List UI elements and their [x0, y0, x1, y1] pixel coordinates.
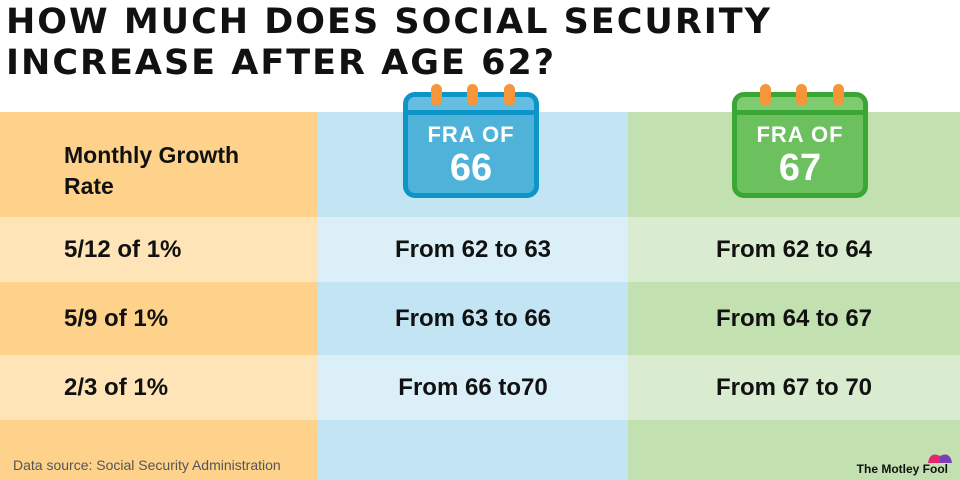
jester-hat-icon [928, 454, 952, 463]
page-title: How much does Social Security increase a… [6, 2, 773, 83]
header-cell-rate [0, 112, 318, 217]
fra66-age: 66 [449, 147, 493, 189]
fra67-age: 67 [778, 147, 822, 189]
calendar-icon-fra67: FRA OF 67 [732, 92, 868, 198]
table-row: 5/12 of 1% [0, 217, 318, 282]
table-row: 5/9 of 1% [0, 282, 318, 355]
fra67-label: FRA OF [756, 122, 844, 147]
motley-fool-logo: The Motley Fool [856, 462, 948, 476]
fra66-label: FRA OF [427, 122, 515, 147]
footer-cell [0, 420, 318, 480]
calendar-icon-fra66: FRA OF 66 [403, 92, 539, 198]
row-label-header: Monthly Growth Rate [64, 142, 240, 199]
footer-cell [628, 420, 960, 480]
table-row: 2/3 of 1% [0, 355, 318, 420]
data-source: Data source: Social Security Administrat… [13, 457, 281, 473]
footer-cell [318, 420, 628, 480]
